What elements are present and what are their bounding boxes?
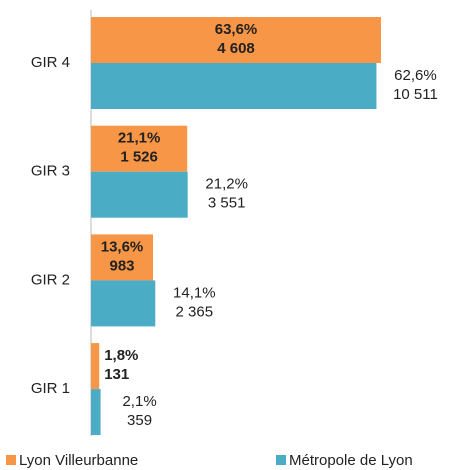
value-label: 21,1% (118, 130, 161, 147)
bar (91, 343, 100, 390)
count-label: 4 608 (217, 40, 255, 57)
count-label: 10 511 (393, 86, 438, 103)
value-label: 62,6% (394, 67, 437, 84)
value-label: 13,6% (101, 238, 144, 255)
category-label: GIR 4 (31, 54, 70, 71)
legend-label: Lyon Villeurbanne (19, 452, 138, 469)
bar (91, 234, 154, 281)
count-label: 3 551 (208, 195, 246, 212)
legend-swatch (276, 455, 286, 465)
count-label: 359 (127, 412, 152, 429)
count-label: 131 (104, 366, 129, 383)
category-label: GIR 1 (31, 380, 70, 397)
count-label: 2 365 (176, 303, 214, 320)
category-label: GIR 3 (31, 163, 70, 180)
value-label: 21,2% (205, 176, 248, 193)
bar (91, 125, 188, 172)
bar (91, 171, 188, 218)
category-label: GIR 2 (31, 271, 70, 288)
legend-label: Métropole de Lyon (289, 452, 413, 469)
bar (91, 280, 156, 327)
bar (91, 63, 377, 109)
count-label: 983 (109, 257, 134, 274)
value-label: 1,8% (104, 347, 138, 364)
bar (91, 17, 382, 63)
count-label: 1 526 (120, 149, 158, 166)
value-label: 2,1% (122, 393, 156, 410)
bar (91, 389, 101, 436)
legend-swatch (6, 455, 16, 465)
value-label: 63,6% (215, 21, 258, 38)
value-label: 14,1% (173, 284, 216, 301)
